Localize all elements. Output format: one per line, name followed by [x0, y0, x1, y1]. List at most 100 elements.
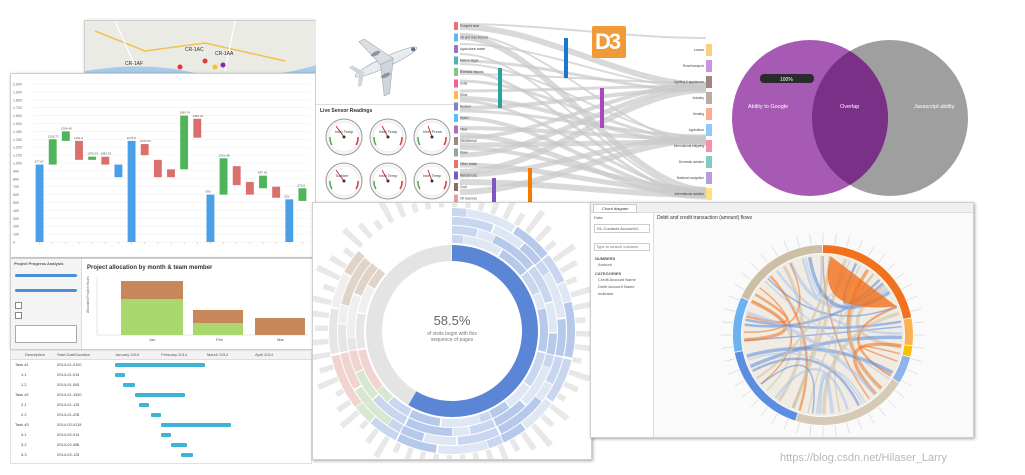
sankey-node[interactable]	[706, 76, 712, 88]
sunburst-arc[interactable]	[336, 399, 352, 413]
sunburst-arc[interactable]	[485, 448, 496, 459]
sunburst-arc[interactable]	[519, 243, 542, 265]
waterfall-bar[interactable]	[88, 156, 97, 160]
sunburst-arc[interactable]	[535, 381, 553, 401]
sunburst-arc[interactable]	[313, 338, 329, 346]
sunburst-arc[interactable]	[521, 271, 540, 296]
sunburst-arc[interactable]	[568, 369, 591, 382]
gantt-bar[interactable]	[115, 363, 205, 367]
sunburst-arc[interactable]	[335, 388, 345, 397]
sunburst-arc[interactable]	[315, 325, 329, 331]
sunburst-arc[interactable]	[545, 302, 557, 333]
sunburst-arc[interactable]	[524, 209, 546, 234]
sunburst-arc[interactable]	[355, 402, 375, 423]
waterfall-bar[interactable]	[245, 181, 254, 195]
sunburst-arc[interactable]	[331, 273, 351, 309]
column-item[interactable]: Indicator	[598, 291, 614, 296]
chord-ribbon[interactable]	[759, 287, 793, 385]
sankey-node[interactable]	[528, 168, 532, 206]
sunburst-arc[interactable]	[557, 282, 572, 304]
sunburst-arc[interactable]	[452, 203, 458, 208]
sunburst-arc[interactable]	[347, 337, 357, 351]
chord-ribbon[interactable]	[746, 311, 877, 396]
sankey-node[interactable]	[454, 183, 458, 191]
column-item[interactable]: Debit Account Name	[598, 284, 635, 289]
chord-ribbon[interactable]	[775, 270, 903, 335]
sankey-node[interactable]	[454, 22, 458, 30]
sankey-node[interactable]	[454, 68, 458, 76]
gantt-row[interactable]: 2.1 2014-01-12 3	[11, 400, 311, 410]
sunburst-arc[interactable]	[555, 318, 566, 357]
chord-ribbon[interactable]	[822, 311, 900, 415]
gantt-row[interactable]: 2.2 2014-01-20 3	[11, 410, 311, 420]
sunburst-arc[interactable]	[478, 411, 492, 423]
sunburst-arc[interactable]	[366, 245, 452, 406]
waterfall-bar[interactable]	[127, 140, 136, 242]
sankey-node[interactable]	[706, 44, 712, 56]
sankey-link[interactable]	[459, 134, 707, 178]
sunburst-arc[interactable]	[563, 381, 579, 393]
column-item[interactable]: Credit Account Name	[598, 277, 636, 282]
waterfall-bar[interactable]	[114, 164, 123, 178]
gantt-bar[interactable]	[161, 433, 171, 437]
waterfall-bar[interactable]	[101, 156, 110, 165]
sunburst-arc[interactable]	[329, 308, 340, 355]
chord-ribbon[interactable]	[747, 352, 864, 404]
sunburst-arc[interactable]	[405, 417, 452, 436]
sunburst-arc[interactable]	[367, 268, 386, 289]
sankey-node[interactable]	[454, 194, 458, 203]
sunburst-arc[interactable]	[500, 423, 526, 443]
gantt-bar[interactable]	[115, 373, 125, 377]
chord-group-arc[interactable]	[733, 297, 749, 352]
sankey-node[interactable]	[454, 102, 458, 111]
sunburst-arc[interactable]	[537, 308, 548, 352]
sunburst-arc[interactable]	[528, 266, 553, 304]
sunburst-arc[interactable]	[523, 351, 546, 387]
sunburst-arc[interactable]	[355, 370, 379, 399]
sankey-node[interactable]	[454, 125, 458, 134]
chord-tab[interactable]: Chord diagram	[593, 204, 638, 213]
sunburst-arc[interactable]	[392, 442, 402, 454]
sunburst-arc[interactable]	[409, 409, 441, 427]
sunburst-arc[interactable]	[552, 243, 577, 263]
waterfall-bar[interactable]	[167, 169, 175, 178]
sunburst-arc[interactable]	[544, 239, 557, 252]
sankey-link[interactable]	[459, 84, 707, 158]
sunburst-arc[interactable]	[342, 247, 355, 259]
chord-group-arc[interactable]	[892, 355, 911, 383]
dataset-select[interactable]: DL-Contacts Account/V...	[594, 224, 650, 233]
sunburst-arc[interactable]	[373, 219, 384, 231]
sunburst-arc[interactable]	[452, 208, 467, 217]
chord-ribbon[interactable]	[746, 346, 894, 375]
chord-group-arc[interactable]	[902, 345, 913, 357]
sunburst-arc[interactable]	[422, 203, 432, 210]
sunburst-arc[interactable]	[313, 309, 330, 319]
sunburst-arc[interactable]	[563, 301, 575, 358]
allocation-bar[interactable]	[255, 318, 305, 335]
sankey-node[interactable]	[564, 38, 568, 78]
gantt-row[interactable]: Task #2 2014-01-15 10	[11, 390, 311, 400]
sunburst-arc[interactable]	[432, 453, 440, 459]
chord-group-arc[interactable]	[734, 351, 798, 421]
sankey-node[interactable]	[600, 88, 604, 128]
sunburst-arc[interactable]	[315, 264, 341, 281]
venn-overlap[interactable]	[811, 51, 889, 185]
sunburst-arc[interactable]	[423, 433, 457, 445]
waterfall-bar[interactable]	[232, 166, 241, 186]
sankey-node[interactable]	[706, 156, 712, 168]
sankey-link[interactable]	[459, 137, 707, 195]
chord-ribbon[interactable]	[756, 256, 832, 380]
sunburst-arc[interactable]	[489, 401, 510, 419]
chord-group-arc[interactable]	[903, 318, 913, 346]
sunburst-arc[interactable]	[535, 260, 550, 277]
sankey-node[interactable]	[454, 171, 458, 180]
sunburst-arc[interactable]	[493, 400, 526, 426]
waterfall-bar[interactable]	[48, 139, 57, 165]
column-search-input[interactable]	[594, 242, 650, 251]
chord-ribbon[interactable]	[827, 256, 897, 308]
sunburst-arc[interactable]	[575, 316, 586, 324]
sankey-link[interactable]	[459, 109, 707, 138]
team-select[interactable]	[15, 325, 77, 343]
chord-ribbon[interactable]	[760, 364, 815, 414]
sunburst-arc[interactable]	[532, 292, 546, 310]
